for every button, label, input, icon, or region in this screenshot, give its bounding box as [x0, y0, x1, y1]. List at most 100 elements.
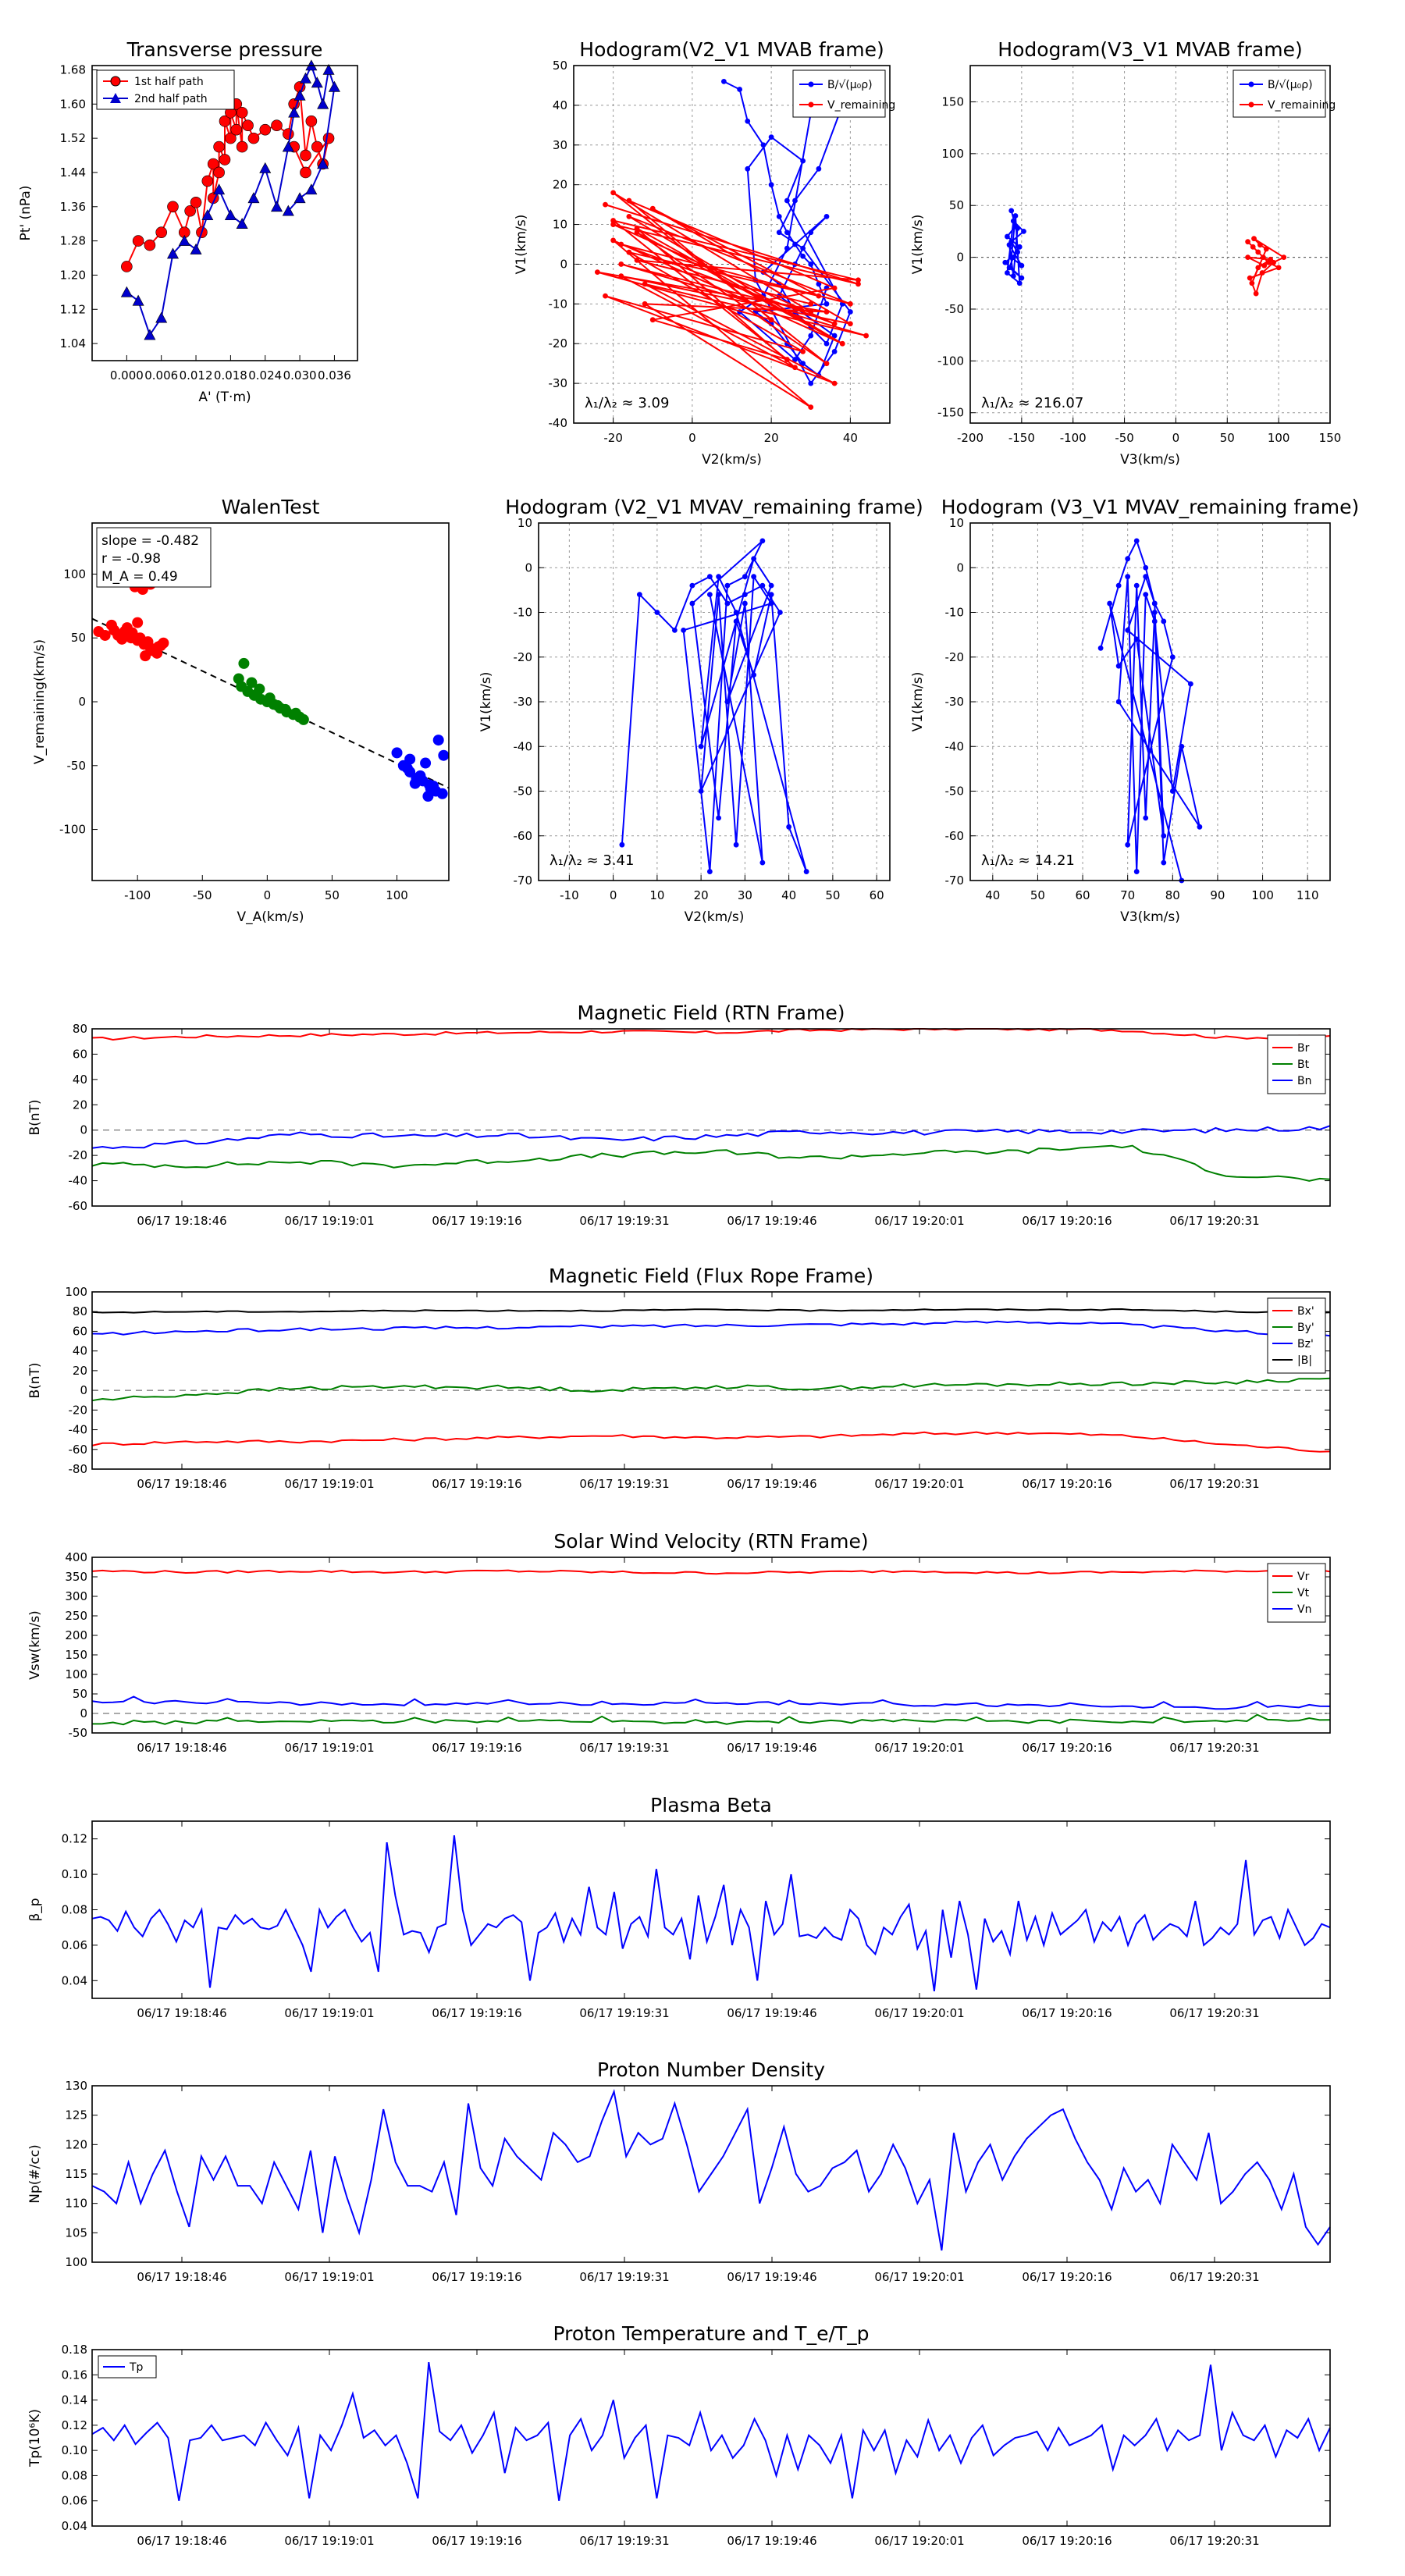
- data-point: [1179, 743, 1185, 749]
- data-point: [1151, 618, 1158, 624]
- y-axis-label: β_p: [27, 1898, 43, 1921]
- x-tick-label: 06/17 19:18:46: [137, 2006, 226, 2020]
- data-point: [716, 592, 722, 597]
- x-tick-label: 0: [688, 431, 696, 445]
- data-point: [808, 301, 814, 307]
- data-point: [618, 273, 624, 279]
- y-axis-label: B(nT): [27, 1362, 43, 1398]
- data-point: [847, 309, 853, 315]
- y-tick-label: 10: [949, 516, 964, 530]
- data-point: [1197, 824, 1203, 830]
- panel-beta: Plasma Beta β_p 0.04 0.06 0.08 0.10 0.12 06/17 …: [27, 1794, 1331, 2020]
- data-point: [610, 190, 617, 196]
- series-line-V: [597, 191, 866, 408]
- data-point: [1161, 833, 1167, 839]
- y-tick-label: 60: [73, 1047, 87, 1061]
- legend-marker: [110, 93, 121, 103]
- data-point: [1247, 275, 1253, 281]
- data-point: [863, 333, 870, 339]
- x-tick-label: -20: [603, 431, 623, 445]
- x-tick-label: 06/17 19:19:16: [432, 1741, 521, 1755]
- series-line-Bt: [91, 1144, 1331, 1182]
- data-point: [264, 692, 276, 704]
- y-axis-label: V1(km/s): [910, 672, 926, 732]
- y-tick-label: 0.12: [62, 2418, 87, 2432]
- data-point: [634, 257, 640, 263]
- data-point: [1015, 226, 1020, 231]
- panel-title: Proton Temperature and T_e/T_p: [553, 2322, 869, 2345]
- data-point: [201, 175, 214, 187]
- x-tick-label: 06/17 19:20:01: [874, 2270, 964, 2284]
- data-point: [317, 98, 329, 109]
- data-point: [786, 824, 792, 830]
- x-tick-label: 0.036: [318, 368, 351, 382]
- data-point: [225, 132, 237, 144]
- y-tick-label: 0: [525, 560, 532, 575]
- x-tick-label: 0.006: [144, 368, 178, 382]
- x-axis-label: V2(km/s): [702, 452, 762, 468]
- data-point: [792, 241, 798, 247]
- x-tick-label: 0.012: [180, 368, 213, 382]
- data-point: [1097, 645, 1104, 651]
- data-point: [1133, 636, 1140, 642]
- series-line-By': [91, 1377, 1331, 1402]
- y-tick-label: 0: [78, 695, 86, 709]
- data-point: [293, 89, 306, 101]
- legend-label: Bx': [1297, 1305, 1314, 1318]
- data-point: [777, 610, 783, 615]
- data-point: [1161, 618, 1167, 624]
- series-line-Vr: [91, 1569, 1331, 1575]
- y-axis-label: Tp(10⁶K): [27, 2409, 43, 2467]
- data-point: [784, 357, 790, 362]
- data-point: [116, 633, 128, 645]
- x-tick-label: 20: [764, 431, 779, 445]
- y-tick-label: 50: [73, 1687, 87, 1701]
- y-tick-label: -20: [514, 650, 533, 664]
- data-point: [610, 218, 617, 223]
- data-point: [409, 777, 421, 789]
- x-tick-label: 06/17 19:20:01: [874, 2006, 964, 2020]
- data-point: [1161, 859, 1167, 866]
- x-tick-label: 06/17 19:20:31: [1169, 2534, 1259, 2548]
- stats-box: [96, 527, 212, 588]
- data-point: [1019, 275, 1025, 281]
- data-point: [1107, 600, 1113, 607]
- data-point: [706, 592, 713, 597]
- y-tick-label: 0.04: [62, 1973, 87, 1987]
- x-tick-label: 0: [1172, 431, 1180, 445]
- x-tick-label: 06/17 19:20:01: [874, 1477, 964, 1491]
- y-tick-label: 1.60: [60, 97, 86, 111]
- data-point: [1143, 815, 1149, 821]
- data-point: [1143, 564, 1149, 571]
- data-point: [823, 213, 830, 219]
- x-axis-label: V3(km/s): [1120, 909, 1180, 925]
- data-point: [642, 281, 648, 287]
- data-point: [121, 261, 133, 272]
- data-point: [219, 154, 231, 165]
- y-tick-label: -50: [67, 759, 87, 773]
- data-point: [1261, 262, 1268, 269]
- data-point: [808, 380, 814, 386]
- series-line-np: [91, 2088, 1331, 2251]
- data-point: [1015, 249, 1020, 255]
- x-tick-label: 06/17 19:20:16: [1022, 2270, 1112, 2284]
- data-point: [282, 205, 294, 216]
- data-point: [1125, 556, 1131, 562]
- y-tick-label: 0: [560, 257, 567, 271]
- y-tick-label: 1.28: [60, 234, 86, 248]
- data-point: [322, 132, 335, 144]
- y-tick-label: 0.06: [62, 1938, 87, 1952]
- y-tick-label: 130: [65, 2079, 87, 2093]
- x-tick-label: 80: [1165, 888, 1180, 902]
- series-line-Bx': [91, 1431, 1331, 1453]
- data-point: [259, 162, 272, 173]
- x-tick-label: 06/17 19:19:01: [284, 2534, 374, 2548]
- panel-h1: Hodogram(V2_V1 MVAB frame) V1(km/s) V2(km/…: [514, 38, 895, 468]
- data-point: [1133, 869, 1140, 874]
- legend-label: Vr: [1297, 1571, 1310, 1583]
- data-point: [322, 63, 335, 75]
- data-point: [288, 106, 301, 118]
- y-tick-label: 30: [553, 138, 567, 152]
- legend-box: [1232, 69, 1326, 118]
- data-point: [1245, 254, 1251, 260]
